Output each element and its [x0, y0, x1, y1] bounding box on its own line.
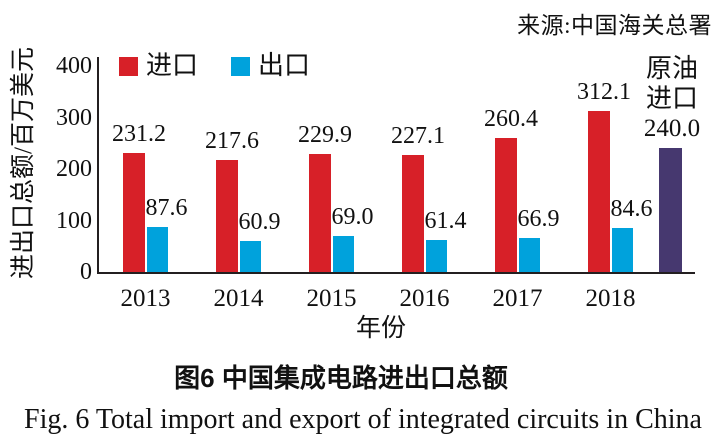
bar-export-2014 — [239, 240, 261, 272]
bar-export-2018 — [611, 228, 633, 272]
value-label-export-2014: 60.9 — [238, 208, 281, 235]
bar-import-2016 — [402, 155, 424, 272]
value-label-export-2016: 61.4 — [424, 208, 467, 235]
value-label-import-2018: 312.1 — [577, 79, 631, 106]
export-legend-label: 出口 — [258, 51, 311, 80]
value-label-export-2017: 66.9 — [517, 205, 560, 232]
bar-import-2013 — [123, 152, 145, 272]
export-legend-swatch — [231, 56, 251, 76]
bar-import-2015 — [309, 153, 331, 272]
caption-chinese: 图6 中国集成电路进出口总额 — [174, 363, 508, 393]
value-label-crude-oil: 240.0 — [643, 115, 701, 142]
source-note: 来源:中国海关总署 — [517, 13, 712, 38]
bar-export-2016 — [425, 240, 447, 272]
legend-item-export: 出口 — [231, 52, 310, 80]
y-tick-label-200: 200 — [56, 156, 92, 182]
x-tick-label-2013: 2013 — [120, 285, 171, 312]
legend: 进口 出口 — [119, 52, 310, 80]
bar-import-2018 — [588, 111, 610, 272]
value-label-import-2013: 231.2 — [112, 120, 166, 147]
x-tick-label-2016: 2016 — [399, 285, 450, 312]
bar-export-2017 — [518, 237, 540, 272]
x-tick-label-2018: 2018 — [585, 285, 636, 312]
bar-import-2017 — [495, 137, 517, 272]
y-tick-label-300: 300 — [56, 104, 92, 131]
value-label-import-2015: 229.9 — [298, 121, 352, 148]
x-tick-label-2015: 2015 — [306, 285, 357, 312]
crude-oil-import-label: 原油 进口 240.0 — [630, 54, 714, 144]
value-label-export-2018: 84.6 — [610, 196, 653, 223]
value-label-import-2017: 260.4 — [484, 105, 538, 132]
bar-import-2014 — [216, 159, 238, 272]
value-label-import-2016: 227.1 — [391, 123, 445, 150]
x-tick-label-2014: 2014 — [213, 285, 264, 312]
import-legend-label: 进口 — [146, 51, 199, 80]
value-label-export-2015: 69.0 — [331, 204, 374, 231]
plot-area — [97, 57, 695, 274]
crude-oil-label-line-2: 进口 — [645, 84, 698, 113]
y-tick-label-400: 400 — [56, 53, 92, 79]
bar-export-2013 — [146, 226, 168, 272]
x-axis-title: 年份 — [355, 315, 406, 342]
y-tick-label-100: 100 — [56, 207, 92, 234]
crude-oil-label-line-1: 原油 — [645, 54, 698, 83]
bar-export-2015 — [332, 236, 354, 272]
value-label-import-2014: 217.6 — [205, 127, 259, 154]
y-tick-label-0: 0 — [80, 259, 92, 285]
legend-item-import: 进口 — [119, 52, 198, 80]
bar-crude-oil-import — [659, 148, 682, 272]
x-tick-label-2017: 2017 — [492, 285, 543, 312]
import-legend-swatch — [119, 56, 138, 76]
value-label-export-2013: 87.6 — [145, 194, 188, 221]
caption-english: Fig. 6 Total import and export of integr… — [24, 404, 702, 435]
